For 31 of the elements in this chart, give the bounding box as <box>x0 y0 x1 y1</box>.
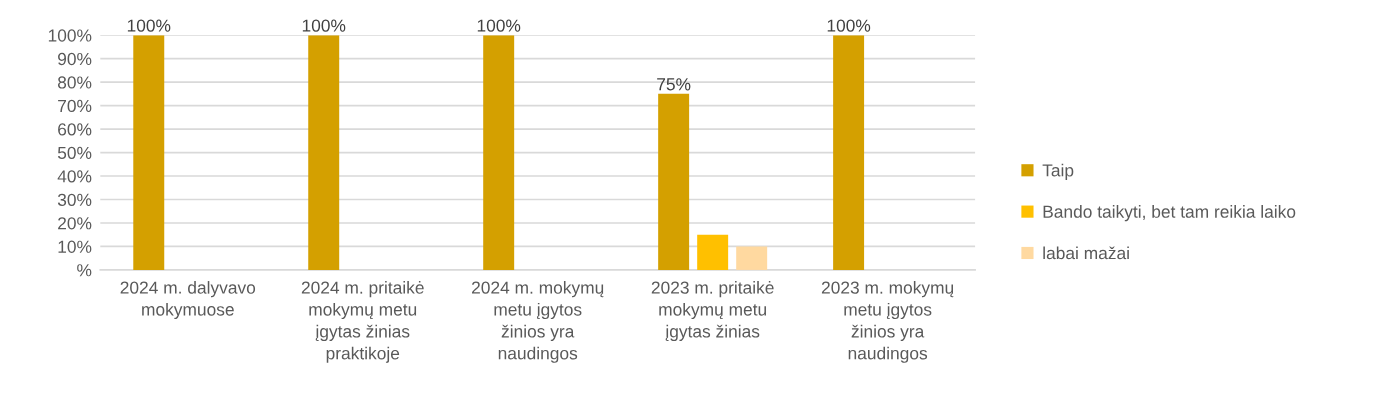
bar <box>133 35 165 270</box>
y-tick-label: 60% <box>58 123 92 136</box>
x-tick-label: 2024 m. pritaikė mokymų metu įgytas žinias praktikoje <box>301 281 424 363</box>
y-tick-label: 90% <box>58 52 92 66</box>
y-tick-label: 20% <box>58 217 92 230</box>
bar <box>658 93 690 270</box>
bar <box>833 35 865 270</box>
data-label: 100% <box>477 19 521 32</box>
bar <box>736 246 768 270</box>
legend-label: labai mažai <box>1043 246 1129 260</box>
legend-label: Taip <box>1042 163 1074 180</box>
bar <box>697 234 729 270</box>
legend-label: Bando taikyti, bet tam reikia laiko <box>1043 205 1296 222</box>
y-tick-label: 40% <box>57 170 92 183</box>
y-tick-label: 10% <box>58 240 92 253</box>
x-tick-label: 2023 m. pritaikė mokymų metu įgytas žinias <box>651 281 774 342</box>
data-label: 75% <box>657 78 691 91</box>
y-tick-label: 80% <box>57 76 92 89</box>
bar <box>308 35 340 270</box>
data-label: 100% <box>827 19 871 32</box>
x-tick-label: 2024 m. mokymų metu įgytos žinios yra naudingos <box>472 281 604 363</box>
x-tick-label: 2024 m. dalyvavo mokymuose <box>120 281 256 320</box>
data-label: 100% <box>302 19 346 32</box>
x-tick-label: 2023 m. mokymų metu įgytos žinios yra naudingos <box>821 281 954 363</box>
data-label: 100% <box>127 19 171 32</box>
y-tick-label: 70% <box>58 99 92 113</box>
y-tick-label: 50% <box>57 146 92 160</box>
y-tick-label: 100% <box>48 29 92 42</box>
y-tick-label: 30% <box>57 193 92 206</box>
bar <box>483 35 515 270</box>
y-tick-label: % <box>77 264 92 277</box>
